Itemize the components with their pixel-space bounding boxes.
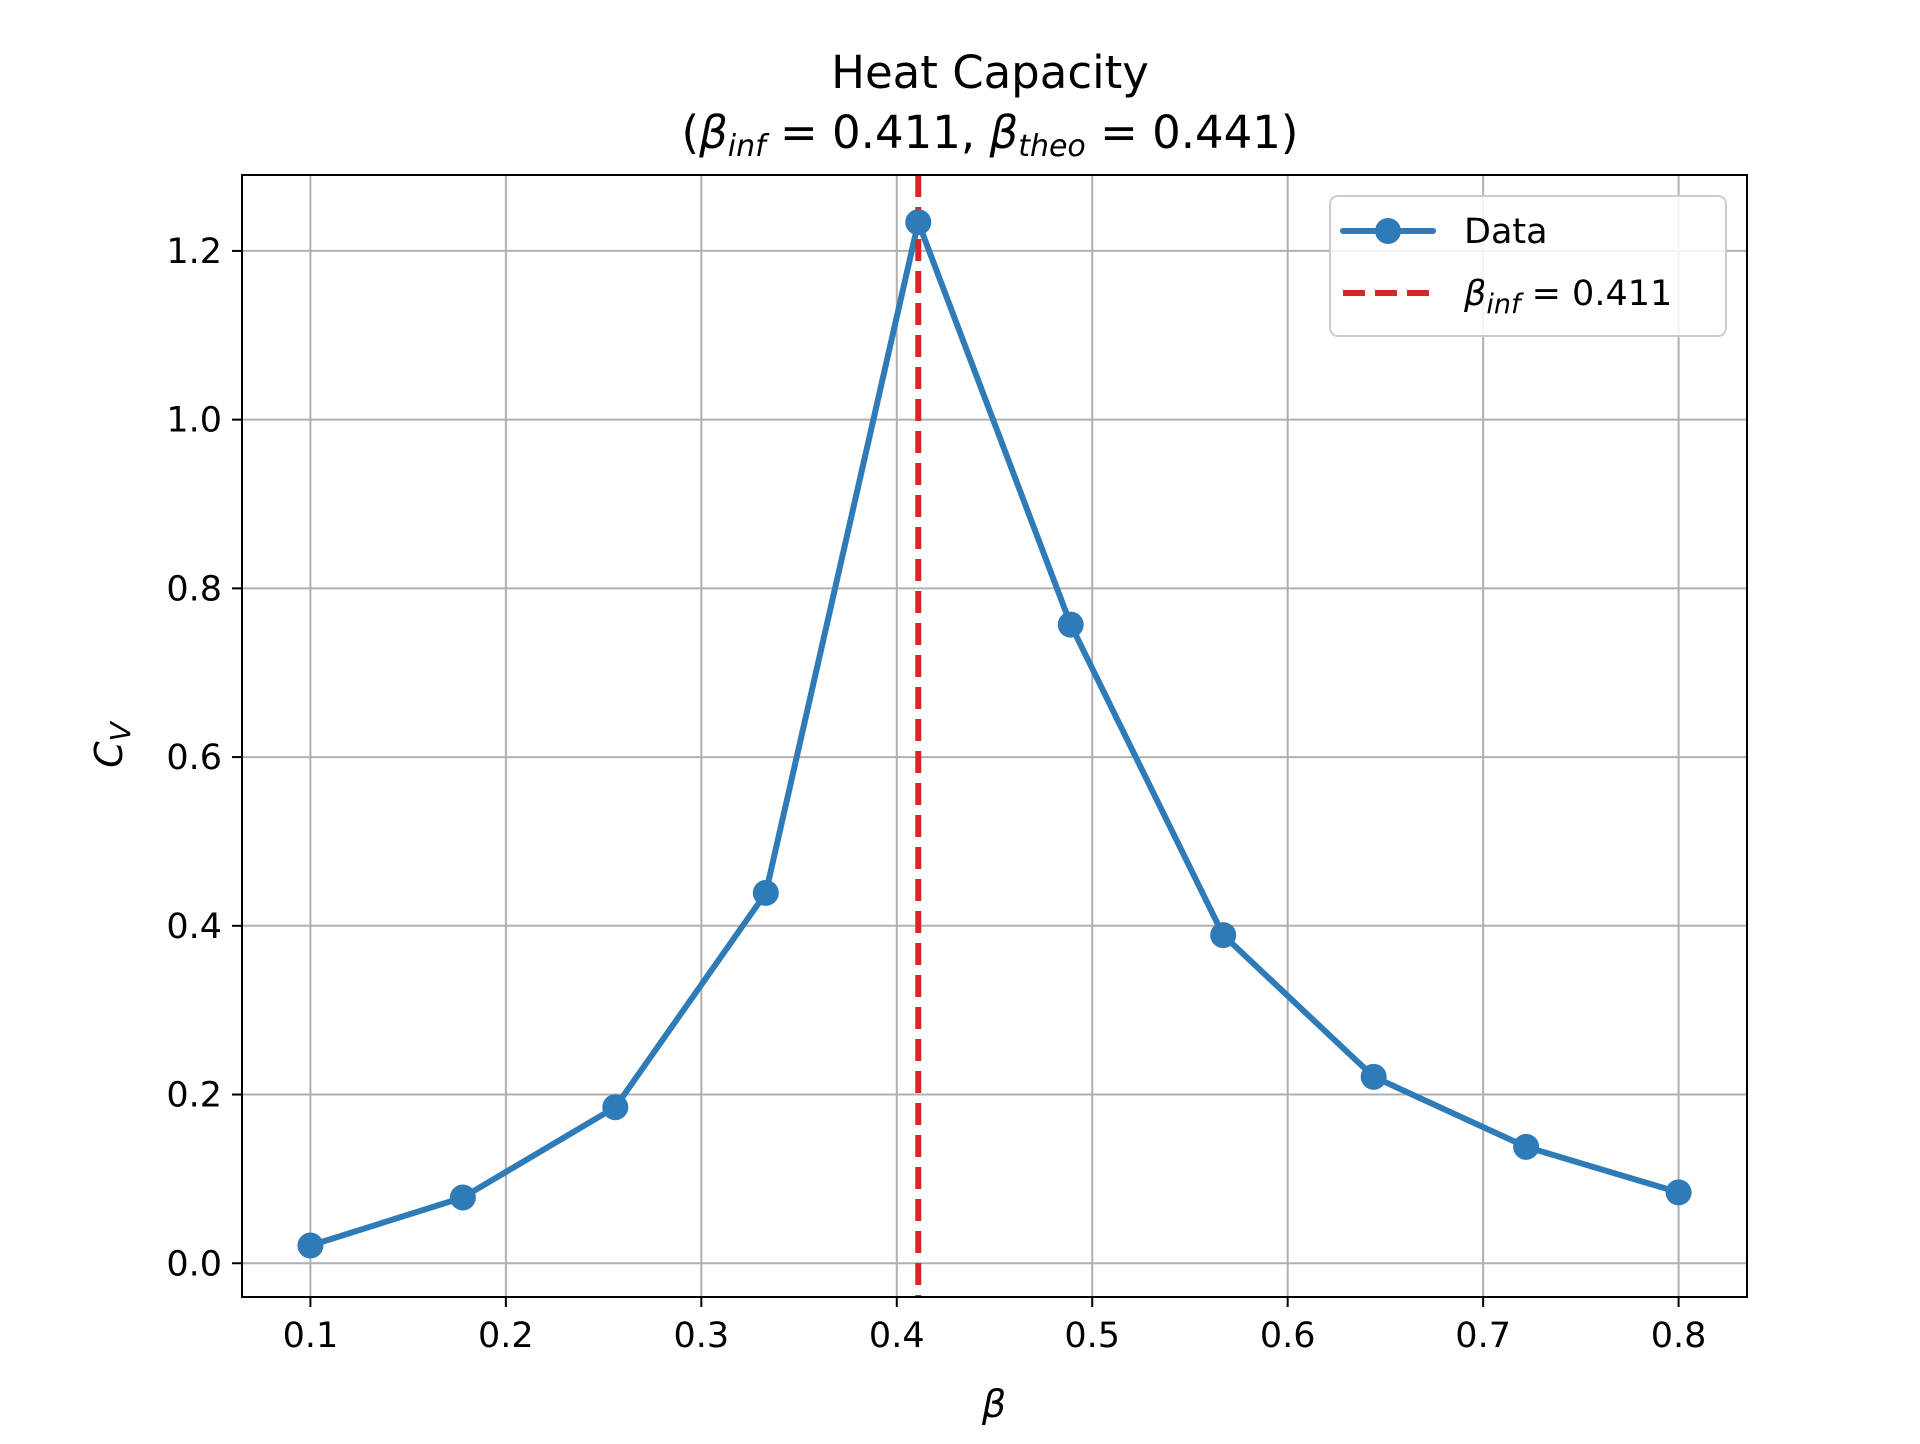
data-point xyxy=(297,1232,324,1259)
x-tick-label: 0.7 xyxy=(1455,1316,1511,1356)
chart-title-line2: (βinf = 0.411, βtheo = 0.441) xyxy=(682,106,1299,164)
y-tick-label: 0.4 xyxy=(166,907,222,947)
y-tick-label: 1.0 xyxy=(166,401,222,441)
y-tick-label: 0.6 xyxy=(166,738,222,778)
data-point xyxy=(1057,611,1084,638)
y-axis-label: CV xyxy=(87,720,137,768)
data-point xyxy=(449,1184,476,1211)
legend-beta-value: = 0.411 xyxy=(1520,274,1672,314)
data-point xyxy=(905,209,932,236)
data-point xyxy=(1513,1133,1540,1160)
x-tick-label: 0.5 xyxy=(1064,1316,1120,1356)
y-axis-label-subscript: V xyxy=(104,720,137,741)
data-point xyxy=(752,879,779,906)
y-tick-label: 1.2 xyxy=(166,232,222,272)
axes-frame xyxy=(241,174,1748,1298)
title-beta-inf-subscript: inf xyxy=(728,129,770,164)
data-point xyxy=(1360,1063,1387,1090)
legend-data-marker-sample xyxy=(1375,218,1401,244)
title-beta-theo-subscript: theo xyxy=(1018,129,1086,164)
title-beta-theo-symbol: β xyxy=(988,106,1018,159)
y-tick-label: 0.2 xyxy=(166,1076,222,1116)
x-tick-label: 0.1 xyxy=(283,1316,339,1356)
title-beta-theo-value: = 0.441) xyxy=(1086,106,1299,159)
x-tick-label: 0.3 xyxy=(673,1316,729,1356)
title-beta-inf-symbol: β xyxy=(698,106,728,159)
x-tick-label: 0.6 xyxy=(1260,1316,1316,1356)
x-axis-label: β xyxy=(981,1382,1006,1426)
x-tick-label: 0.8 xyxy=(1651,1316,1707,1356)
axis-ticks: 0.1 0.2 0.3 0.4 0.5 0.6 0.7 0.8 0.0 0.2 0.4 0.6 0.8 1… xyxy=(166,232,1706,1356)
title-open-paren: ( xyxy=(682,106,700,159)
data-point xyxy=(602,1094,629,1121)
data-point xyxy=(1665,1179,1692,1206)
legend-beta-subscript: inf xyxy=(1486,289,1524,320)
y-tick-label: 0.0 xyxy=(166,1244,222,1284)
data-point xyxy=(1210,922,1237,949)
chart-title-line1: Heat Capacity xyxy=(831,46,1149,99)
data-series-line xyxy=(307,219,1682,1249)
plot-data xyxy=(297,175,1692,1297)
y-axis-label-base: C xyxy=(87,741,131,768)
title-beta-inf-value: = 0.411, xyxy=(766,106,990,159)
legend-data-label: Data xyxy=(1464,212,1548,252)
legend: Data βinf = 0.411 xyxy=(1329,195,1727,337)
y-tick-label: 0.8 xyxy=(166,569,222,609)
legend-beta-symbol: β xyxy=(1463,274,1486,314)
x-tick-label: 0.4 xyxy=(869,1316,925,1356)
x-tick-label: 0.2 xyxy=(478,1316,534,1356)
legend-vline-label: βinf = 0.411 xyxy=(1463,274,1672,320)
